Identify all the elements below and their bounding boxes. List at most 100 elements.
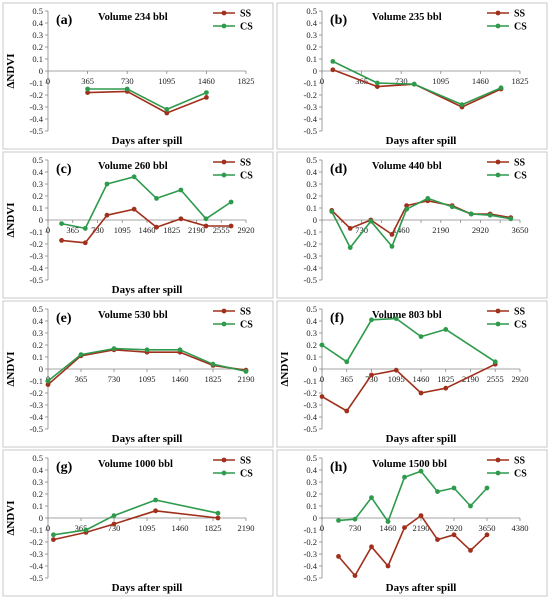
y-tick-label: -0.1: [304, 525, 317, 535]
y-tick-label: 0: [39, 364, 43, 374]
x-tick-label: 2920: [512, 374, 529, 384]
y-tick-label: 0: [313, 364, 317, 374]
x-tick-label: 730: [108, 374, 121, 384]
y-tick-label: -0.2: [304, 90, 317, 100]
data-point-cs: [487, 212, 493, 218]
y-tick-label: -0.1: [30, 376, 43, 386]
data-point-ss: [443, 385, 449, 391]
legend-label-ss: SS: [514, 307, 526, 318]
data-point-ss: [85, 90, 90, 95]
x-tick-label: 0: [320, 523, 324, 533]
x-tick-label: 2920: [238, 225, 255, 235]
y-tick-label: 0.4: [32, 465, 43, 475]
legend-marker-ss: [495, 457, 501, 463]
data-point-cs: [153, 497, 158, 503]
series-line-cs: [331, 197, 511, 249]
legend-label-cs: CS: [514, 22, 527, 33]
legend-marker-cs: [495, 470, 501, 476]
data-point-cs: [344, 359, 350, 365]
x-tick-label: 2920: [472, 225, 489, 235]
data-point-ss: [82, 240, 88, 246]
y-tick-label: -0.4: [304, 263, 318, 273]
data-point-cs: [154, 196, 159, 201]
data-point-cs: [451, 485, 457, 491]
data-point-cs: [336, 518, 341, 523]
series-line-cs: [61, 176, 232, 230]
panel-letter: (e): [56, 311, 72, 326]
y-tick-label: -0.3: [30, 102, 43, 112]
y-tick-label: -0.2: [30, 537, 43, 547]
data-point-ss: [178, 216, 184, 222]
x-tick-label: 2190: [238, 374, 255, 384]
data-point-ss: [369, 544, 374, 550]
data-point-cs: [228, 199, 234, 205]
panel-title: Volume 440 bbl: [372, 161, 442, 172]
y-tick-label: -0.3: [30, 549, 43, 559]
x-axis-title: Days after spill: [112, 433, 183, 445]
y-tick-label: 0.4: [306, 167, 317, 177]
data-point-ss: [228, 223, 234, 229]
data-point-cs: [319, 342, 325, 348]
data-point-ss: [435, 537, 440, 542]
x-tick-label: 730: [395, 76, 408, 86]
x-tick-label: 1095: [139, 523, 156, 533]
legend-label-ss: SS: [514, 9, 526, 20]
y-tick-label: 0.2: [306, 42, 317, 52]
data-point-ss: [164, 110, 170, 116]
data-point-ss: [336, 554, 341, 559]
series-line-cs: [87, 88, 207, 111]
y-tick-label: -0.5: [30, 573, 43, 583]
data-point-cs: [104, 181, 110, 187]
data-point-cs: [164, 107, 170, 112]
panel-letter: (d): [330, 162, 347, 177]
x-tick-label: 0: [320, 374, 324, 384]
x-axis-title: Days after spill: [112, 284, 183, 296]
panel-title: Volume 235 bbl: [372, 12, 442, 23]
data-point-ss: [104, 212, 110, 218]
legend-marker-cs: [495, 321, 501, 327]
data-point-cs: [425, 196, 431, 201]
series-line-ss: [87, 90, 207, 114]
x-tick-label: 1095: [139, 374, 156, 384]
data-point-cs: [443, 327, 449, 332]
x-tick-label: 365: [66, 225, 79, 235]
legend-marker-ss: [495, 159, 501, 165]
x-tick-label: 365: [340, 374, 353, 384]
data-point-ss: [402, 525, 407, 530]
y-tick-label: 0.1: [306, 501, 317, 511]
y-axis-title: ΔNDVI: [5, 351, 17, 386]
x-tick-label: 1460: [380, 523, 397, 533]
data-point-ss: [153, 508, 158, 514]
y-tick-label: 0.3: [306, 328, 317, 338]
data-point-cs: [45, 378, 51, 384]
legend-label-ss: SS: [514, 456, 526, 467]
y-tick-label: 0.3: [32, 328, 43, 338]
y-tick-label: 0.5: [306, 6, 317, 16]
y-tick-label: -0.4: [304, 412, 318, 422]
y-tick-label: 0.3: [32, 30, 43, 40]
chart-panel-c: 0.50.40.30.20.10-0.1-0.2-0.3-0.4-0.50 365…: [2, 151, 274, 299]
x-tick-label: 1825: [205, 374, 222, 384]
y-tick-label: 0.3: [306, 477, 317, 487]
data-point-cs: [329, 209, 335, 215]
data-point-ss: [347, 226, 353, 231]
y-tick-label: 0: [39, 215, 43, 225]
legend-label-ss: SS: [240, 158, 252, 169]
x-tick-label: 1825: [205, 523, 222, 533]
y-tick-label: -0.4: [304, 114, 318, 124]
data-point-ss: [484, 532, 490, 538]
legend-marker-cs: [221, 23, 227, 29]
y-tick-label: 0.1: [306, 54, 317, 64]
data-point-cs: [492, 359, 498, 365]
panel-title: Volume 1500 bbl: [372, 459, 447, 470]
legend-marker-ss: [221, 308, 227, 314]
y-tick-label: -0.3: [304, 400, 317, 410]
data-point-cs: [468, 503, 473, 509]
x-tick-label: 1095: [158, 76, 175, 86]
y-tick-label: 0.5: [32, 453, 43, 463]
x-tick-label: 4380: [512, 523, 529, 533]
data-point-cs: [404, 206, 410, 212]
panel-title: Volume 530 bbl: [98, 310, 168, 321]
x-tick-label: 730: [365, 374, 378, 384]
